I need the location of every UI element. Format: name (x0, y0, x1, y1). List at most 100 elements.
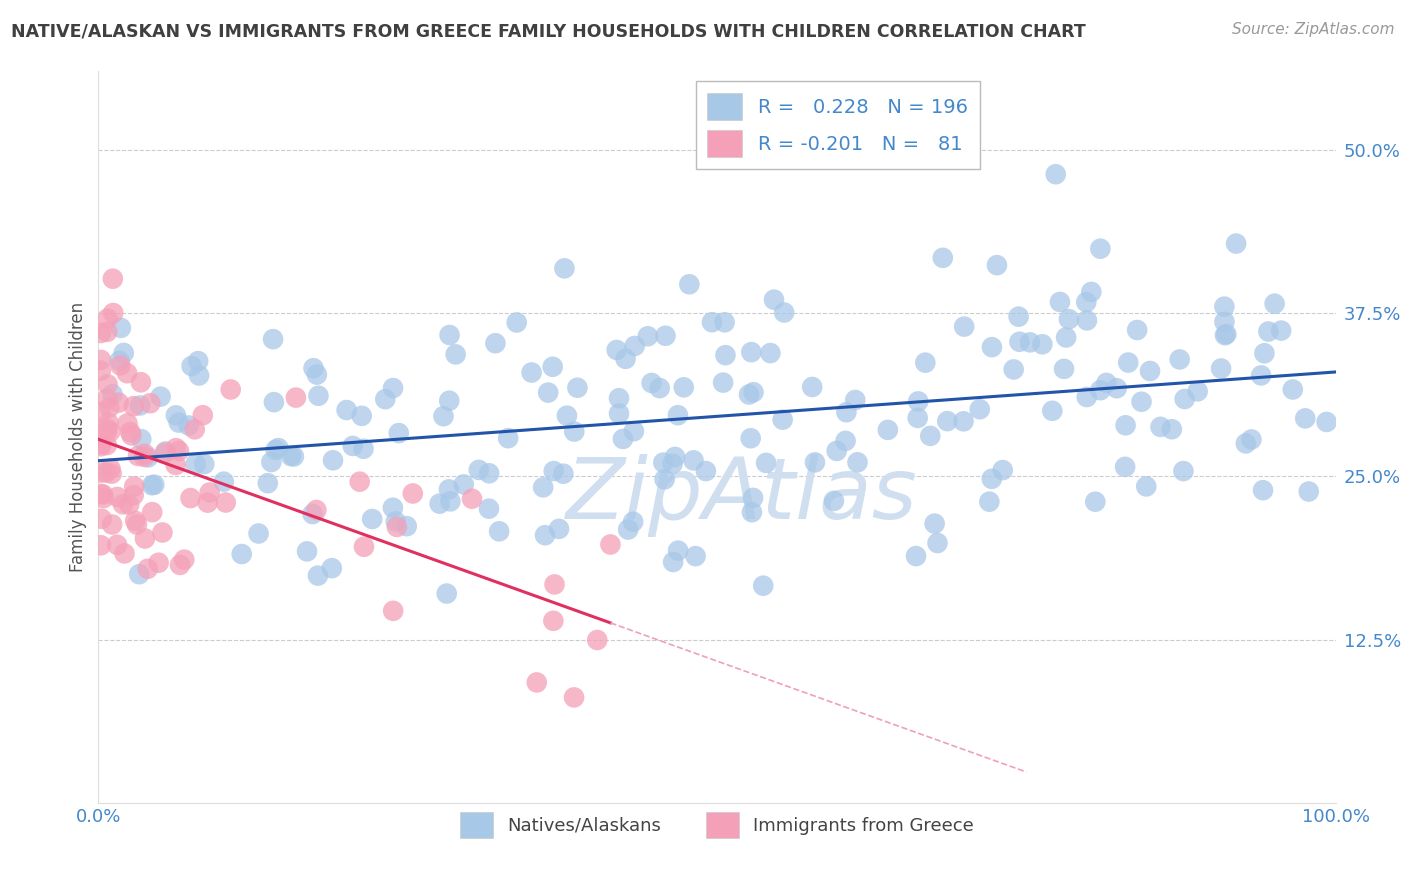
Point (1215, 327, 1237, 342)
Point (307, 389, 329, 403)
Point (90, 512, 112, 526)
Point (907, 394, 929, 409)
Point (1054, 330, 1077, 344)
Point (336, 403, 359, 417)
Point (107, 395, 129, 409)
Point (763, 293, 786, 307)
Point (920, 429, 942, 443)
Point (96, 392, 118, 406)
Point (678, 277, 700, 292)
Point (804, 455, 827, 469)
Point (1002, 362, 1025, 376)
Point (129, 376, 152, 390)
Point (1076, 313, 1098, 327)
Point (307, 568, 329, 582)
Point (353, 540, 375, 554)
Point (682, 453, 704, 467)
Point (1116, 355, 1139, 369)
Point (1080, 285, 1102, 299)
Point (97, 377, 120, 392)
Point (125, 517, 148, 532)
Point (1095, 376, 1118, 390)
Point (741, 505, 763, 519)
Point (654, 328, 676, 343)
Point (1135, 479, 1157, 493)
Point (177, 418, 200, 433)
Point (488, 524, 510, 539)
Point (184, 457, 207, 471)
Point (1213, 315, 1236, 329)
Point (825, 443, 848, 458)
Point (381, 500, 404, 515)
Point (607, 407, 630, 421)
Point (110, 359, 132, 373)
Point (586, 632, 609, 647)
Point (198, 485, 221, 500)
Point (713, 315, 735, 329)
Point (979, 494, 1001, 508)
Point (148, 556, 170, 570)
Point (94, 466, 117, 480)
Point (90, 363, 112, 377)
Point (543, 614, 565, 628)
Point (553, 261, 575, 276)
Point (1007, 310, 1029, 324)
Point (905, 549, 928, 563)
Point (153, 446, 176, 460)
Point (256, 476, 278, 491)
Point (112, 346, 135, 360)
Point (284, 391, 307, 405)
Point (101, 306, 124, 320)
Point (215, 495, 238, 509)
Point (711, 376, 734, 390)
Point (772, 412, 794, 426)
Point (661, 457, 683, 471)
Point (714, 348, 737, 362)
Point (623, 424, 645, 438)
Point (1281, 383, 1303, 397)
Point (534, 528, 557, 542)
Point (353, 442, 375, 456)
Point (927, 536, 949, 550)
Point (136, 562, 159, 576)
Point (621, 515, 644, 529)
Point (302, 361, 325, 376)
Point (555, 409, 578, 423)
Point (167, 444, 190, 458)
Point (953, 319, 976, 334)
Point (537, 385, 560, 400)
Point (436, 586, 458, 600)
Point (936, 414, 959, 428)
Point (740, 345, 762, 359)
Point (141, 505, 163, 519)
Point (637, 329, 659, 343)
Point (759, 346, 782, 360)
Point (980, 472, 1002, 486)
Point (134, 450, 156, 464)
Point (127, 449, 149, 463)
Point (1294, 411, 1316, 425)
Point (219, 383, 242, 397)
Point (264, 442, 287, 457)
Point (1174, 392, 1197, 406)
Point (1057, 312, 1080, 326)
Point (342, 439, 364, 453)
Point (322, 453, 344, 467)
Point (280, 449, 302, 463)
Point (169, 558, 191, 572)
Point (321, 561, 343, 575)
Point (444, 347, 467, 361)
Point (823, 494, 845, 508)
Point (1084, 494, 1107, 508)
Point (969, 402, 991, 417)
Point (136, 450, 159, 465)
Point (305, 503, 328, 517)
Point (349, 475, 371, 489)
Point (187, 354, 209, 368)
Point (439, 393, 461, 408)
Point (439, 494, 461, 508)
Point (553, 467, 575, 481)
Point (395, 519, 418, 533)
Point (562, 425, 585, 439)
Point (980, 340, 1002, 354)
